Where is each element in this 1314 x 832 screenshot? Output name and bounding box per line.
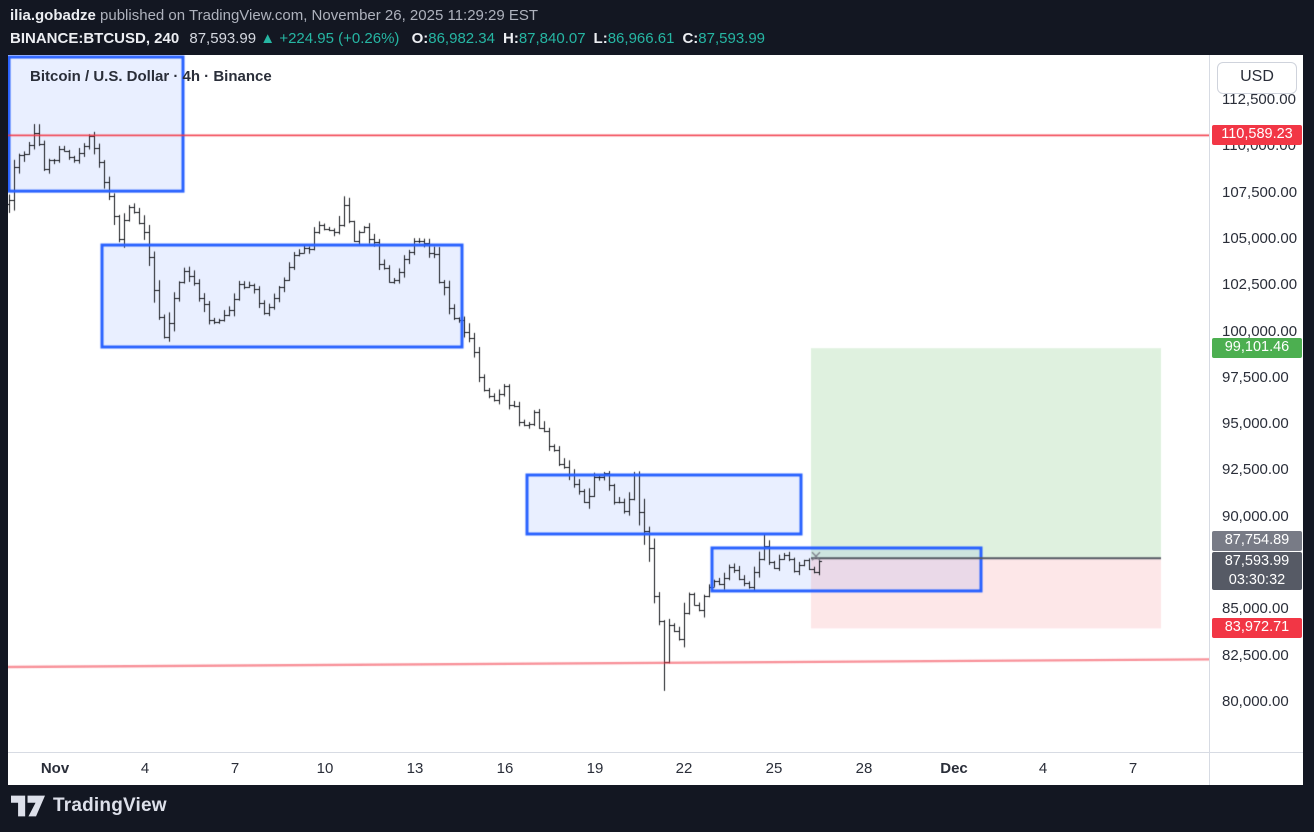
ohlc-key: O: <box>411 30 429 47</box>
price-tick: 107,500.00 <box>1222 183 1298 201</box>
price-label-target-99101: 99,101.46 <box>1212 338 1302 359</box>
tradingview-logo-icon <box>11 795 45 817</box>
tradingview-logo-text: TradingView <box>53 795 167 816</box>
price-label-value: 87,593.99 <box>1224 553 1290 569</box>
time-axis-separator <box>8 752 1303 753</box>
price-tick: 102,500.00 <box>1222 276 1298 294</box>
price-tick: 80,000.00 <box>1222 692 1289 710</box>
ohlc-value: 87,840.07 <box>518 30 586 47</box>
price-tick: 112,500.00 <box>1222 91 1296 108</box>
time-tick: 7 <box>230 760 240 777</box>
price-tick: 92,500.00 <box>1222 461 1289 479</box>
publish-header: ilia.gobadze published on TradingView.co… <box>0 0 1314 55</box>
long-position-loss-zone[interactable] <box>811 558 1161 628</box>
byline: ilia.gobadze published on TradingView.co… <box>10 7 538 24</box>
price-label-value: 87,754.89 <box>1224 532 1290 548</box>
symbol-name: BINANCE:BTCUSD, 240 <box>10 30 180 47</box>
drawing-rectangle-2[interactable] <box>102 245 462 347</box>
ohlc-key: L: <box>593 30 608 47</box>
price-axis[interactable]: 112,500.00 110,000.00 107,500.00 105,000.00… <box>1210 55 1303 752</box>
price-tick: 95,000.00 <box>1222 415 1289 433</box>
price-tick: 85,000.00 <box>1222 600 1289 618</box>
time-tick: 13 <box>406 760 424 777</box>
time-tick: 10 <box>316 760 334 777</box>
time-tick: 28 <box>855 760 873 777</box>
price-tick: 105,000.00 <box>1222 229 1298 247</box>
drawing-rectangle-3[interactable] <box>527 475 801 534</box>
time-tick: 7 <box>1128 760 1138 777</box>
trend-line[interactable] <box>8 657 1209 669</box>
last-price-value: 87,593.99 <box>189 30 257 47</box>
byline-text: published on TradingView.com, November 2… <box>100 7 539 24</box>
price-change: +224.95 (+0.26%) <box>279 30 400 47</box>
ohlc-value: 87,593.99 <box>698 30 766 47</box>
ohlc-values: O:86,982.34 H:87,840.07 L:86,966.61 C:87,59… <box>404 30 765 47</box>
long-position-profit-zone[interactable] <box>811 348 1161 558</box>
price-label-value: 83,972.71 <box>1224 619 1290 636</box>
footer-bar: TradingView <box>0 785 1314 832</box>
time-tick: Dec <box>940 760 968 777</box>
author-username: ilia.gobadze <box>10 7 96 24</box>
symbol-status-line: BINANCE:BTCUSD, 240 87,593.99 ▲ +224.95 … <box>10 30 765 47</box>
time-axis[interactable]: Nov 4 7 10 13 16 19 22 25 28 Dec 4 7 <box>8 753 1303 785</box>
price-label-value: 110,589.23 <box>1221 126 1293 143</box>
price-label-stop-83972: 83,972.71 <box>1212 618 1302 639</box>
time-tick: 19 <box>586 760 604 777</box>
price-label-entry-87754: 87,754.89 <box>1212 531 1302 551</box>
time-tick: Nov <box>40 760 70 777</box>
price-label-level-110589: 110,589.23 <box>1212 125 1302 146</box>
ohlc-value: 86,966.61 <box>607 30 675 47</box>
ohlc-key: C: <box>682 30 699 47</box>
chart-title: Bitcoin / U.S. Dollar · 4h · Binance <box>30 68 272 85</box>
time-tick: 22 <box>675 760 693 777</box>
price-tick: 90,000.00 <box>1222 507 1289 525</box>
time-tick: 16 <box>496 760 514 777</box>
time-tick: 25 <box>765 760 783 777</box>
price-label-value: 99,101.46 <box>1224 339 1290 356</box>
bar-countdown: 03:30:32 <box>1228 572 1286 588</box>
price-axis-separator <box>1209 55 1210 785</box>
horizontal-price-line[interactable] <box>8 133 1209 137</box>
price-tick: 97,500.00 <box>1222 368 1289 386</box>
price-label-last-price: 87,593.99 03:30:32 <box>1212 552 1302 590</box>
ohlc-key: H: <box>502 30 519 47</box>
time-tick: 4 <box>1038 760 1048 777</box>
price-chart-canvas[interactable] <box>8 55 1209 752</box>
currency-usd-button[interactable]: USD <box>1217 62 1297 94</box>
ohlc-value: 86,982.34 <box>428 30 495 47</box>
up-arrow-icon: ▲ <box>260 30 276 47</box>
tradingview-logo[interactable]: TradingView <box>11 795 167 817</box>
price-tick: 100,000.00 <box>1222 322 1298 340</box>
price-tick: 82,500.00 <box>1222 646 1289 664</box>
time-tick: 4 <box>140 760 150 777</box>
